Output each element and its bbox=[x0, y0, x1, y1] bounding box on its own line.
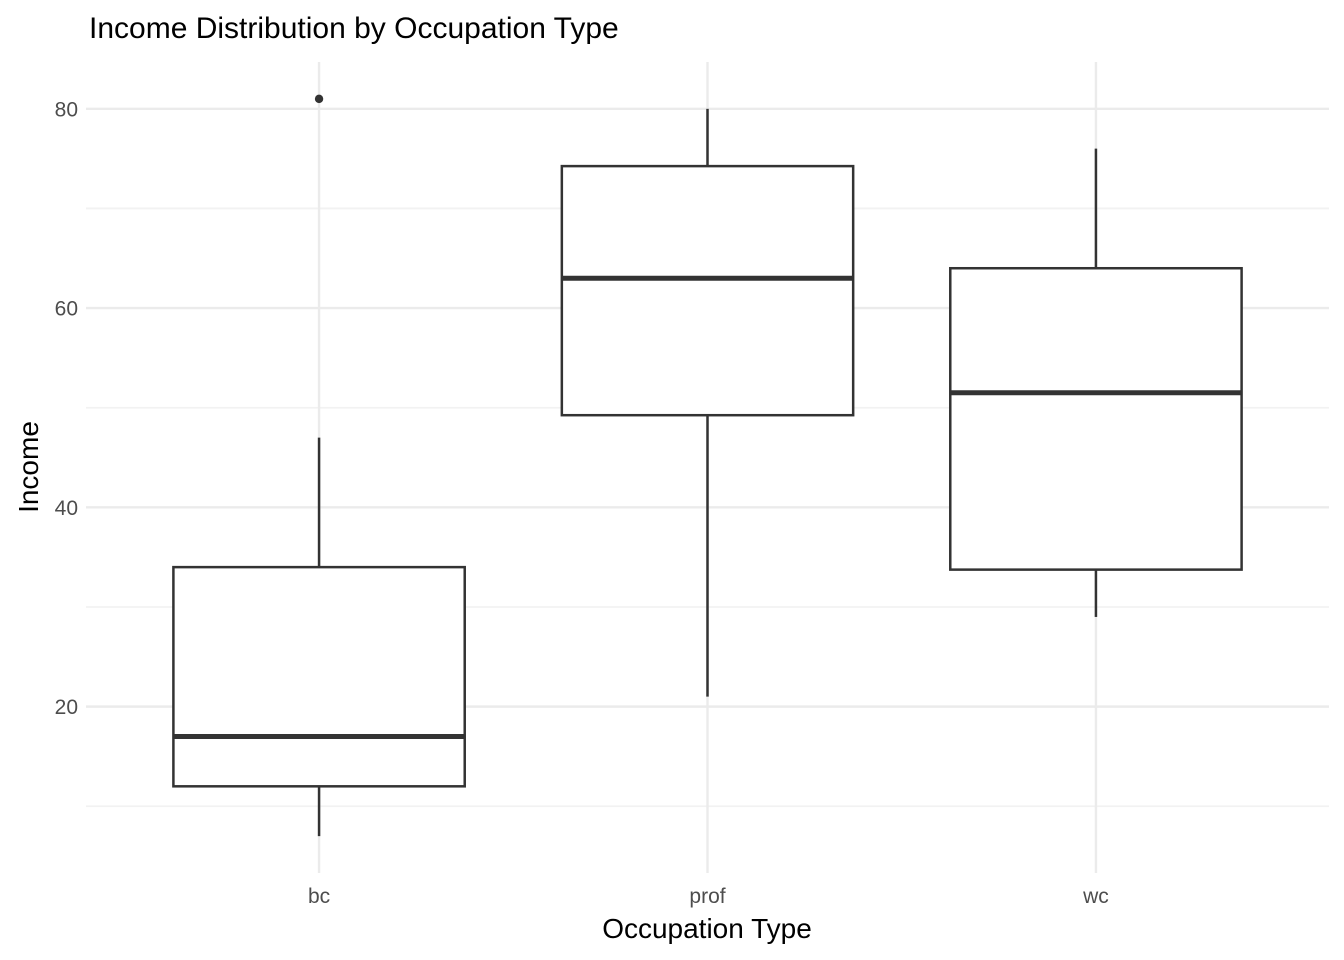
y-tick-label: 20 bbox=[55, 696, 78, 719]
x-tick-label-prof: prof bbox=[689, 885, 725, 908]
box-wc bbox=[949, 266, 1243, 571]
x-tick-label-wc: wc bbox=[1082, 885, 1109, 908]
outlier-point-bc bbox=[314, 94, 324, 104]
y-tick-label: 60 bbox=[55, 298, 78, 321]
box-prof bbox=[560, 164, 855, 417]
box-bc bbox=[172, 565, 466, 788]
y-tick-label: 80 bbox=[55, 98, 78, 121]
x-tick-label-bc: bc bbox=[308, 885, 330, 908]
y-tick-label: 40 bbox=[55, 497, 78, 520]
chart-title: Income Distribution by Occupation Type bbox=[89, 12, 619, 45]
y-axis-title: Income bbox=[13, 421, 44, 513]
x-axis-title: Occupation Type bbox=[602, 913, 812, 944]
